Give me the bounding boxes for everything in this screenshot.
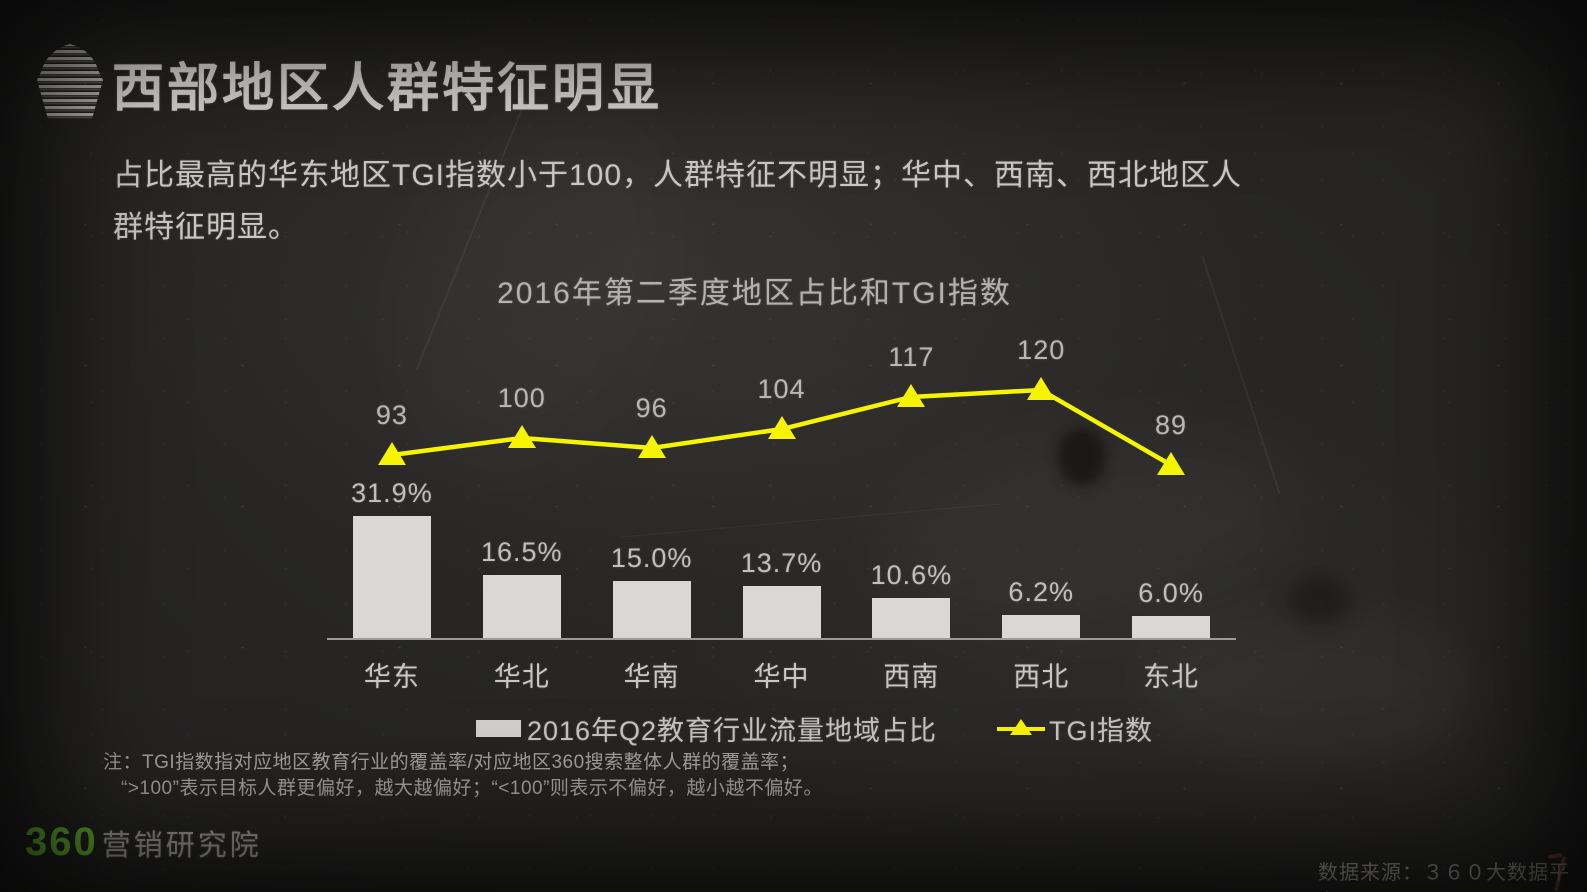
category-label: 华南 xyxy=(623,662,680,692)
chalk-scratch xyxy=(1201,255,1281,495)
line-legend-label: TGI指数 xyxy=(1049,715,1154,746)
tgi-marker xyxy=(768,416,796,439)
chart-title: 2016年第二季度地区占比和TGI指数 xyxy=(497,277,1012,310)
tgi-value-label: 89 xyxy=(1155,410,1188,440)
triangle-line-marker-icon xyxy=(997,719,1046,735)
brand-suffix: 营销研究院 xyxy=(101,830,262,862)
footnote-line2: “>100”表示目标人群更偏好，越大越偏好；“<100”则表示不偏好，越小越不偏… xyxy=(121,778,823,799)
bar-西北 xyxy=(1002,615,1081,639)
bar-value-label: 31.9% xyxy=(351,478,433,508)
bar-西南 xyxy=(872,598,951,639)
bar-华中 xyxy=(742,586,821,639)
bar-华北 xyxy=(482,575,561,639)
bar-华东 xyxy=(352,516,431,639)
bar-东北 xyxy=(1132,616,1211,639)
tgi-value-label: 104 xyxy=(757,374,806,404)
page-title: 西部地区人群特征明显 xyxy=(112,60,663,118)
category-label: 西北 xyxy=(1013,662,1070,692)
tgi-marker xyxy=(1157,452,1185,475)
chart-legend: 2016年Q2教育行业流量地域占比 TGI指数 xyxy=(327,712,1302,746)
bar-legend-swatch xyxy=(475,719,521,737)
bar-value-label: 13.7% xyxy=(740,548,823,578)
intro-text: 占比最高的华东地区TGI指数小于100，人群特征不明显；华中、西南、西北地区人 … xyxy=(113,159,1243,244)
tgi-value-label: 120 xyxy=(1017,335,1066,365)
category-label: 东北 xyxy=(1143,662,1200,692)
bar-华南 xyxy=(612,581,691,639)
dark-smudge xyxy=(1058,428,1106,486)
x-axis-line xyxy=(327,638,1236,640)
tgi-value-label: 96 xyxy=(635,393,668,423)
footnote-line1: 注：TGI指数指对应地区教育行业的覆盖率/对应地区360搜索整体人群的覆盖率； xyxy=(103,752,800,773)
brand-logo: 360 营销研究院 xyxy=(25,820,262,865)
bar-value-label: 10.6% xyxy=(870,560,953,590)
bar-legend-label: 2016年Q2教育行业流量地域占比 xyxy=(526,715,938,746)
tgi-marker xyxy=(897,384,925,407)
tgi-marker xyxy=(508,425,536,448)
bar-value-label: 6.2% xyxy=(1008,577,1074,607)
dark-smudge xyxy=(1288,578,1350,626)
category-label: 华东 xyxy=(363,662,420,692)
category-label: 华中 xyxy=(753,662,810,692)
tgi-marker xyxy=(638,435,666,458)
brand-360: 360 xyxy=(25,820,98,864)
tgi-value-label: 93 xyxy=(375,400,408,430)
tgi-marker xyxy=(1027,377,1055,400)
data-source: 数据来源：３６０大数据平台 xyxy=(1318,862,1570,892)
bar-value-label: 15.0% xyxy=(610,543,693,573)
category-label: 西南 xyxy=(883,662,940,692)
chalk-cupcake-icon xyxy=(37,44,103,119)
tgi-value-label: 117 xyxy=(888,342,935,372)
footnote: 注：TGI指数指对应地区教育行业的覆盖率/对应地区360搜索整体人群的覆盖率； … xyxy=(103,750,823,802)
chalk-scratch xyxy=(620,503,1000,538)
bar-value-label: 6.0% xyxy=(1138,578,1204,608)
tgi-value-label: 100 xyxy=(497,383,546,413)
bar-value-label: 16.5% xyxy=(481,537,563,567)
tgi-marker xyxy=(378,442,406,465)
category-label: 华北 xyxy=(493,662,550,692)
